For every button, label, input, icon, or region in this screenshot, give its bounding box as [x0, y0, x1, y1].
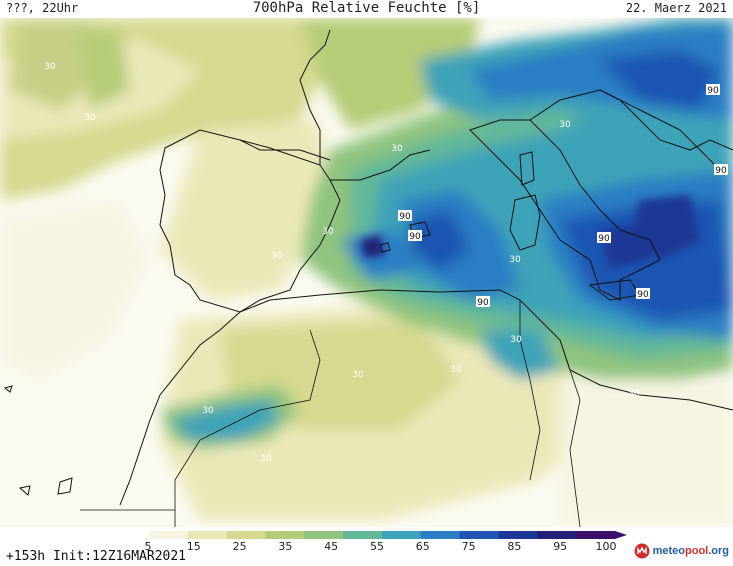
- valid-time: ???, 22Uhr: [6, 1, 79, 15]
- contour-label-bg: [597, 232, 611, 243]
- legend-swatch: [420, 531, 461, 539]
- contour-label: 30: [44, 62, 56, 72]
- humidity-map: 30 30 30 30 90 90 30 30 90 90 90 30 90 90 30 30 30 30 30 30: [0, 18, 733, 527]
- contour-label: 90: [409, 232, 421, 242]
- legend-swatch: [187, 531, 228, 539]
- contour-label-bg: [706, 84, 720, 95]
- legend-swatch: [304, 531, 344, 539]
- legend-tick-label: 35: [278, 540, 293, 553]
- legend-tick-label: 95: [553, 540, 568, 553]
- map-title: 700hPa Relative Feuchte [%]: [252, 0, 481, 16]
- legend-tick-label: 45: [324, 540, 339, 553]
- contour-label: 30: [450, 365, 462, 375]
- legend-tick-label: 55: [370, 540, 384, 553]
- legend-swatch: [537, 531, 577, 539]
- coastlines: [3, 29, 733, 527]
- legend-swatch: [381, 531, 422, 539]
- contour-label: 30: [202, 406, 214, 416]
- contour-label-bg: [636, 288, 650, 299]
- contour-label-bg: [714, 164, 728, 175]
- brand-name: meteopool.org: [652, 545, 729, 557]
- legend-tick-label: 85: [507, 540, 522, 553]
- legend-bar: [110, 531, 627, 539]
- contour-label: 30: [509, 255, 521, 265]
- contour-label: 30: [391, 144, 403, 154]
- contour-label: 90: [715, 166, 727, 176]
- legend-overflow-arrow: [615, 531, 627, 539]
- contour-label: 30: [260, 454, 272, 464]
- contour-label: 30: [559, 120, 571, 130]
- contour-label: 30: [510, 335, 522, 345]
- legend-tick-label: 15: [186, 540, 201, 553]
- contour-label: 30: [84, 113, 96, 123]
- legend-swatch: [265, 531, 305, 539]
- contour-label-bg: [398, 210, 412, 221]
- brand-logo[interactable]: meteopool.org: [634, 543, 729, 559]
- contour-label-bg: [476, 296, 490, 307]
- legend-swatch: [576, 531, 616, 539]
- legend-swatch: [498, 531, 538, 539]
- contour-label-bg: [408, 230, 422, 241]
- legend-swatch: [148, 531, 189, 539]
- legend-tick-label: 75: [461, 540, 476, 553]
- contour-label: 90: [637, 290, 649, 300]
- legend-tick-label: 5: [144, 540, 152, 553]
- legend-tick-label: 25: [232, 540, 247, 553]
- humidity-field: [0, 18, 733, 527]
- header-bar: ???, 22Uhr 700hPa Relative Feuchte [%] 2…: [0, 0, 733, 18]
- meteopool-logo-icon: [634, 543, 650, 559]
- contour-label: 90: [477, 298, 489, 308]
- contour-label: 90: [598, 234, 610, 244]
- contour-label: 90: [707, 86, 719, 96]
- legend-swatch: [110, 531, 150, 539]
- color-legend: 5 15 25 35 45 55 65 75 85 95 100 +153h Init:12Z16M…: [0, 527, 733, 566]
- contour-label: 30: [628, 389, 640, 399]
- contour-labels: 30 30 30 30 90 90 30 30 90 90 90 30 90 90 30 30 30 30 30 30: [44, 62, 728, 464]
- contour-label: 30: [322, 227, 334, 237]
- map-canvas: 30 30 30 30 90 90 30 30 90 90 90 30 90 90 30 30 30 30 30 30: [0, 18, 733, 527]
- legend-swatch: [343, 531, 383, 539]
- contour-label: 30: [271, 251, 283, 261]
- legend-tick-label: 65: [415, 540, 430, 553]
- contour-label: 90: [399, 212, 411, 222]
- contour-label: 30: [352, 370, 364, 380]
- legend-swatch: [226, 531, 266, 539]
- legend-tick-label: 100: [595, 540, 617, 553]
- legend-swatch: [459, 531, 499, 539]
- valid-date: 22. Maerz 2021: [625, 1, 727, 15]
- run-info: +153h Init:12Z16MAR2021: [6, 549, 187, 564]
